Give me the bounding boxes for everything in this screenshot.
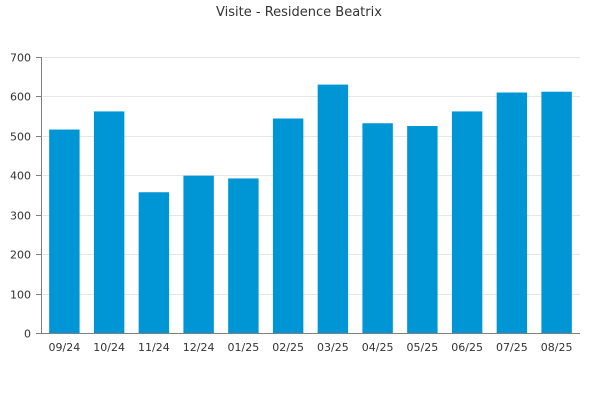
x-tick-label: 02/25 (272, 341, 304, 354)
bar-03-25[interactable] (317, 84, 349, 333)
bar-09-24[interactable] (49, 129, 80, 333)
y-tick-label: 400 (10, 170, 31, 183)
x-tick-label: 10/24 (93, 341, 125, 354)
x-tick-label: 04/25 (362, 341, 394, 354)
y-tick-label: 200 (10, 249, 31, 262)
y-tick-label: 0 (24, 328, 31, 341)
grid-lines (41, 57, 580, 295)
bar-02-25[interactable] (272, 118, 304, 333)
bar-10-24[interactable] (93, 111, 125, 333)
x-tick-label: 08/25 (541, 341, 573, 354)
y-tick-label: 300 (10, 210, 31, 223)
bar-01-25[interactable] (228, 178, 259, 333)
bar-08-25[interactable] (541, 91, 572, 333)
y-tick-label: 700 (10, 52, 31, 65)
axes (41, 57, 580, 334)
x-tick-label: 07/25 (496, 341, 528, 354)
bar-series (49, 84, 572, 334)
bar-05-25[interactable] (407, 126, 438, 333)
y-tick-label: 500 (10, 131, 31, 144)
x-tick-label: 01/25 (228, 341, 260, 354)
y-axis-ticks: 0 100 200 300 400 500 600 700 (10, 52, 41, 341)
x-axis-ticks: 09/24 10/24 11/24 12/24 01/25 02/25 03/25 04/25… (49, 341, 573, 354)
bar-07-25[interactable] (496, 92, 528, 334)
x-tick-label: 06/25 (451, 341, 483, 354)
x-tick-label: 03/25 (317, 341, 349, 354)
bar-11-24[interactable] (138, 192, 170, 333)
x-tick-label: 09/24 (49, 341, 81, 354)
bar-04-25[interactable] (362, 123, 393, 334)
y-tick-label: 600 (10, 91, 31, 104)
x-tick-label: 11/24 (138, 341, 170, 354)
y-tick-label: 100 (10, 289, 31, 302)
chart-title: Visite - Residence Beatrix (216, 5, 382, 20)
bar-06-25[interactable] (451, 111, 483, 333)
x-tick-label: 05/25 (407, 341, 439, 354)
bar-12-24[interactable] (183, 175, 214, 333)
x-tick-label: 12/24 (183, 341, 215, 354)
